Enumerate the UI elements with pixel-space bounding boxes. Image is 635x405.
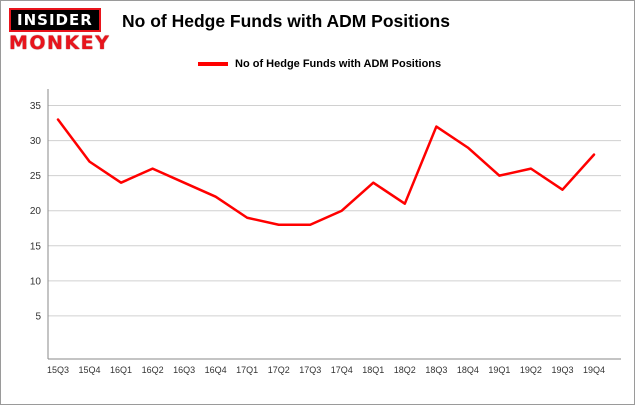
svg-text:16Q3: 16Q3: [173, 365, 195, 375]
logo-monkey-text: MONKEY: [9, 32, 111, 54]
line-chart: 5 10 15 20 25 30 35 15Q3 15Q4 16Q1 16Q2 16Q3 16Q4 17Q…: [30, 89, 621, 375]
svg-text:18Q4: 18Q4: [457, 365, 479, 375]
svg-text:20: 20: [30, 206, 42, 217]
svg-text:16Q4: 16Q4: [205, 365, 227, 375]
svg-text:15: 15: [30, 241, 42, 252]
svg-text:17Q2: 17Q2: [268, 365, 290, 375]
svg-text:19Q2: 19Q2: [520, 365, 542, 375]
legend: No of Hedge Funds with ADM Positions: [198, 58, 441, 70]
svg-text:5: 5: [35, 311, 41, 322]
svg-text:17Q4: 17Q4: [331, 365, 353, 375]
svg-text:17Q3: 17Q3: [299, 365, 321, 375]
legend-line-swatch: [198, 62, 228, 66]
svg-text:30: 30: [30, 136, 42, 147]
svg-text:25: 25: [30, 171, 42, 182]
svg-text:19Q4: 19Q4: [583, 365, 605, 375]
chart-title: No of Hedge Funds with ADM Positions: [122, 11, 450, 31]
logo-insider-text: INSIDER: [9, 8, 101, 32]
svg-text:15Q3: 15Q3: [47, 365, 69, 375]
svg-text:18Q3: 18Q3: [425, 365, 447, 375]
svg-text:10: 10: [30, 276, 42, 287]
svg-text:19Q3: 19Q3: [551, 365, 573, 375]
svg-text:15Q4: 15Q4: [79, 365, 101, 375]
svg-text:16Q2: 16Q2: [142, 365, 164, 375]
svg-text:18Q2: 18Q2: [394, 365, 416, 375]
svg-text:17Q1: 17Q1: [236, 365, 258, 375]
insider-monkey-logo: INSIDER MONKEY: [9, 8, 113, 54]
svg-text:19Q1: 19Q1: [488, 365, 510, 375]
svg-text:35: 35: [30, 101, 42, 112]
svg-text:16Q1: 16Q1: [110, 365, 132, 375]
svg-text:18Q1: 18Q1: [362, 365, 384, 375]
legend-label: No of Hedge Funds with ADM Positions: [235, 58, 442, 70]
